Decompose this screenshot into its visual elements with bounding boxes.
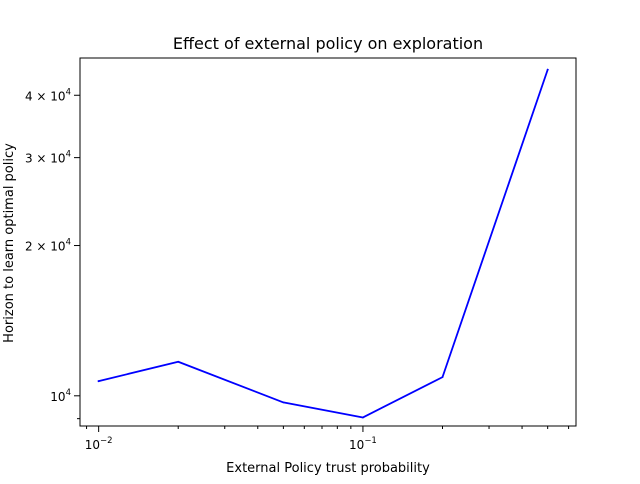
- y-tick-label-base: 10: [50, 89, 65, 103]
- y-tick-label-base: 10: [50, 240, 65, 254]
- y-tick-label-mantissa: 4 ×: [25, 89, 50, 103]
- series-line: [97, 68, 549, 419]
- y-tick-label-exponent: 4: [66, 150, 71, 160]
- y-tick-label: 104: [50, 388, 71, 404]
- x-tick-label-exponent: −2: [100, 436, 113, 446]
- data-point: [177, 360, 180, 363]
- y-tick-label: 3 × 104: [25, 150, 71, 166]
- y-tick-label: 2 × 104: [25, 238, 71, 254]
- x-tick-label-base: 10: [349, 438, 364, 452]
- y-tick-label-exponent: 4: [66, 87, 71, 97]
- x-tick-label-base: 10: [85, 438, 100, 452]
- y-axis-label: Horizon to learn optimal policy: [2, 143, 17, 343]
- chart-title: Effect of external policy on exploration: [173, 34, 483, 53]
- y-tick-label-base: 10: [50, 390, 65, 404]
- data-point: [97, 380, 100, 383]
- x-axis-label: External Policy trust probability: [226, 461, 430, 476]
- data-point: [362, 416, 364, 419]
- plot-frame: [79, 57, 577, 427]
- data-point: [282, 401, 285, 404]
- series-layer: [97, 68, 549, 419]
- x-tick-label-exponent: −1: [364, 436, 377, 446]
- y-tick-label-exponent: 4: [66, 388, 71, 398]
- y-tick-label-mantissa: 2 ×: [25, 240, 50, 254]
- y-tick-label-mantissa: 3 ×: [25, 152, 50, 166]
- y-tick-label-exponent: 4: [66, 238, 71, 248]
- x-tick-label: 10−1: [349, 436, 377, 452]
- data-point: [441, 376, 444, 379]
- data-point: [546, 68, 549, 71]
- y-tick-label-base: 10: [50, 152, 65, 166]
- x-tick-label: 10−2: [85, 436, 113, 452]
- y-tick-label: 4 × 104: [25, 87, 71, 103]
